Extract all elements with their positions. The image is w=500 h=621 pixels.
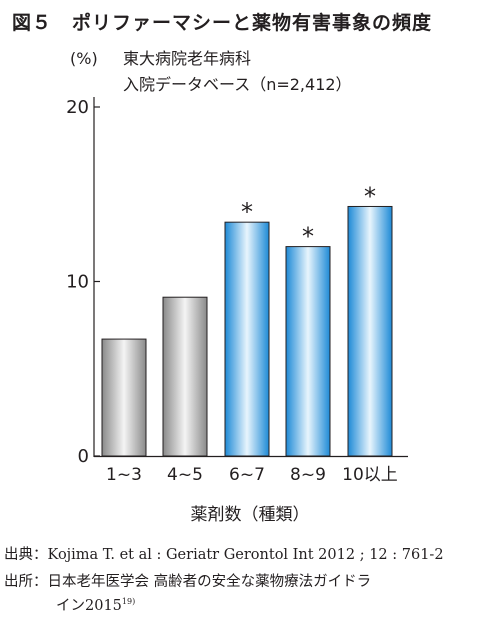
x-tick-label: 8~9	[290, 465, 326, 485]
reference-number: 19)	[121, 597, 136, 607]
y-axis-label: (%)	[70, 49, 98, 68]
origin-text-cont: イン2015	[56, 598, 122, 614]
bar-4	[285, 246, 331, 457]
bar-3	[224, 221, 270, 457]
y-tick-label: 10	[66, 272, 89, 293]
origin-text: 日本老年医学会 高齢者の安全な薬物療法ガイドラ	[47, 574, 372, 590]
annotation-line-1: 東大病院老年病科	[123, 49, 251, 68]
source-citation: 出典：Kojima T. et al : Geriatr Gerontol In…	[4, 543, 444, 564]
bar-chart: (%) 東大病院老年病科 入院データベース（n=2,412） 0 10 20 * * *…	[66, 49, 408, 525]
bar-2	[162, 296, 208, 457]
source-text: Kojima T. et al : Geriatr Gerontol Int 2…	[47, 547, 444, 563]
figure-title: 図５ ポリファーマシーと薬物有害事象の頻度	[12, 12, 433, 34]
source-label: 出典	[4, 547, 33, 563]
x-tick-label: 10以上	[342, 465, 398, 485]
x-tick-label: 6~7	[229, 465, 265, 485]
x-tick-label: 4~5	[167, 465, 203, 485]
bar-1	[101, 338, 147, 457]
y-tick-label: 0	[78, 446, 89, 467]
significance-mark: *	[364, 182, 376, 210]
y-tick-label: 20	[66, 97, 89, 118]
origin-citation: 出所：日本老年医学会 高齢者の安全な薬物療法ガイドラ	[4, 570, 371, 591]
annotation-line-2: 入院データベース（n=2,412）	[123, 75, 352, 94]
x-tick-label: 1~3	[106, 465, 142, 485]
origin-citation-cont: イン201519)	[56, 594, 135, 615]
x-axis-label: 薬剤数（種類）	[191, 505, 310, 525]
origin-label: 出所	[4, 574, 33, 590]
significance-mark: *	[302, 223, 314, 251]
significance-mark: *	[241, 198, 253, 226]
bar-5	[347, 205, 393, 457]
